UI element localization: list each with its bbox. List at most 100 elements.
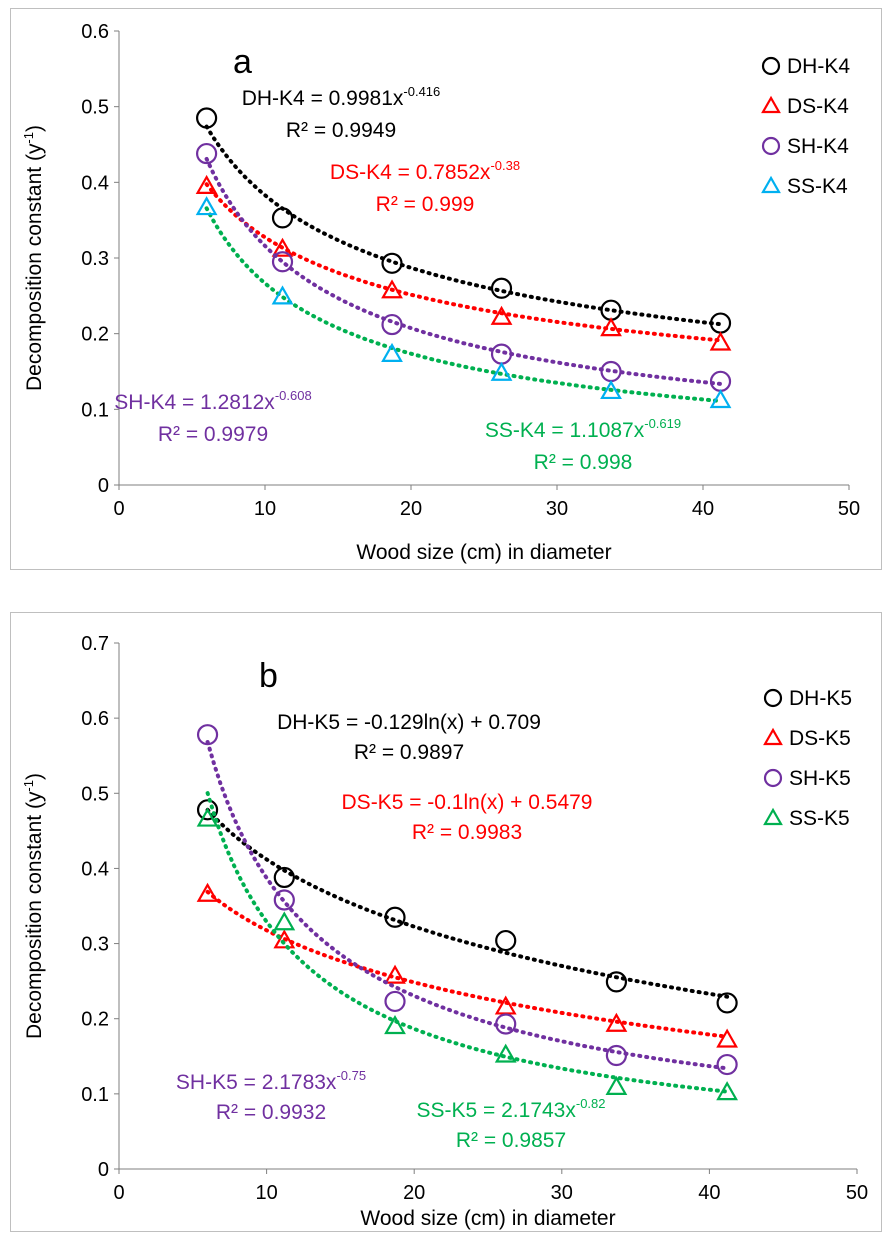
chart-a-point-DH-K4-5 — [600, 299, 622, 321]
chart-b-legend-marker-DH-K5 — [763, 688, 783, 708]
chart-a-equation-SH-K4: SH-K4 = 1.2812x-0.608 — [114, 388, 311, 414]
chart-b-legend-marker-SS-K5 — [763, 807, 783, 826]
chart-b-point-SH-K5-2 — [273, 889, 295, 911]
chart-a-point-DS-K4-5 — [600, 317, 622, 337]
chart-a-equation-exponent-SS-K4: -0.619 — [644, 416, 681, 431]
chart-a-x-tick-label: 30 — [546, 498, 568, 520]
chart-a-x-axis-title: Wood size (cm) in diameter — [356, 541, 611, 564]
chart-a-point-SS-K4-3 — [381, 342, 403, 362]
chart-a-point-SH-K4-5 — [600, 360, 622, 383]
chart-a-point-DH-K4-2 — [271, 207, 294, 229]
chart-b-point-SH-K5-5 — [605, 1044, 628, 1067]
chart-b-equation-DH-K5: DH-K5 = -0.129ln(x) + 0.709 — [277, 711, 541, 734]
chart-a-legend-label-DH-K4: DH-K4 — [787, 55, 850, 78]
chart-a-point-SH-K4-6 — [709, 370, 732, 392]
chart-b-point-DS-K5-5 — [605, 1012, 628, 1032]
chart-b-y-tick-label: 0.6 — [81, 708, 109, 730]
chart-a-r2-DS-K4: R² = 0.999 — [376, 193, 475, 216]
chart-a-y-axis-title-main: Decomposition constant (y — [23, 143, 46, 391]
chart-a-legend-marker-DH-K4 — [761, 56, 781, 76]
chart-a-point-SS-K4-2 — [271, 285, 294, 305]
chart-b-y-tick-label: 0.2 — [81, 1009, 109, 1031]
chart-b-legend-label-DS-K5: DS-K5 — [789, 727, 851, 750]
chart-b-y-axis-title-close: ) — [23, 773, 46, 780]
chart-a-point-SS-K4-4 — [490, 361, 513, 381]
chart-b-x-tick-label: 10 — [255, 1182, 277, 1204]
chart-b-trendline-DS-K5 — [205, 889, 730, 1039]
chart-a-point-SS-K4-5 — [600, 379, 622, 400]
chart-a-point-SS-K4-6 — [709, 389, 732, 409]
chart-b-point-DH-K5-1 — [196, 799, 219, 821]
chart-b-point-SS-K5-3 — [384, 1015, 406, 1035]
chart-b-equation-text-DS-K5: DS-K5 = -0.1ln(x) + 0.5479 — [342, 791, 593, 814]
chart-a-y-axis-title: Decomposition constant (y-1) — [21, 125, 46, 391]
chart-a-legend-label-SH-K4: SH-K4 — [787, 135, 849, 158]
chart-b-trendline-SS-K5 — [205, 791, 730, 1094]
chart-b-point-SH-K5-6 — [716, 1053, 738, 1076]
chart-a-trendline-DS-K4 — [204, 182, 723, 343]
chart-a-legend-label-DS-K4: DS-K4 — [787, 95, 849, 118]
chart-a-point-DH-K4-3 — [381, 252, 403, 274]
chart-b-y-tick-label: 0.7 — [81, 633, 109, 655]
chart-a-point-SH-K4-4 — [490, 343, 513, 365]
chart-b-y-axis-title: Decomposition constant (y-1) — [21, 773, 46, 1039]
chart-b-legend-label-SS-K5: SS-K5 — [789, 807, 850, 830]
chart-b-equation-SS-K5: SS-K5 = 2.1743x-0.82 — [417, 1096, 606, 1122]
chart-b-equation-DS-K5: DS-K5 = -0.1ln(x) + 0.5479 — [342, 791, 593, 814]
chart-b-panel-label: b — [259, 657, 278, 695]
chart-b-point-SS-K5-4 — [494, 1043, 517, 1063]
chart-a-equation-DH-K4: DH-K4 = 0.9981x-0.416 — [242, 84, 441, 110]
chart-b-x-tick-label: 30 — [551, 1182, 573, 1204]
chart-b-y-tick-label: 0.1 — [81, 1084, 109, 1106]
chart-b-point-DH-K5-3 — [384, 906, 406, 928]
chart-b-y-tick-label: 0.5 — [81, 783, 109, 805]
chart-a-trendline-SH-K4 — [204, 156, 723, 386]
chart-a-equation-text-DH-K4: DH-K4 = 0.9981x — [242, 87, 404, 110]
chart-a-point-SH-K4-3 — [381, 313, 403, 336]
chart-a-y-tick-label: 0 — [98, 475, 109, 497]
chart-a-trendline-DH-K4 — [204, 124, 723, 327]
chart-a-legend-marker-SS-K4 — [761, 175, 781, 194]
chart-b-x-tick-label: 50 — [846, 1182, 868, 1204]
chart-a-r2-DH-K4: R² = 0.9949 — [286, 119, 396, 142]
chart-a-point-SS-K4-1 — [195, 196, 218, 216]
chart-b-y-axis-title-sup: -1 — [21, 780, 36, 792]
chart-b-trendline-SH-K5 — [205, 740, 730, 1071]
chart-b-x-tick-label: 40 — [698, 1182, 720, 1204]
chart-b-point-DS-K5-1 — [196, 882, 219, 902]
chart-a-equation-SS-K4: SS-K4 = 1.1087x-0.619 — [485, 416, 681, 442]
chart-a-panel-label: a — [233, 43, 252, 81]
chart-a-equation-text-SS-K4: SS-K4 = 1.1087x — [485, 419, 645, 442]
chart-a-point-DS-K4-4 — [490, 305, 513, 325]
chart-b-point-DH-K5-6 — [716, 992, 738, 1014]
chart-b-point-DH-K5-2 — [273, 866, 295, 889]
chart-b-equation-text-SH-K5: SH-K5 = 2.1783x — [176, 1071, 337, 1094]
chart-a-y-tick-label: 0.3 — [81, 248, 109, 270]
chart-b-x-tick-label: 20 — [403, 1182, 425, 1204]
chart-a-point-DS-K4-2 — [271, 237, 294, 257]
chart-a-r2-SH-K4: R² = 0.9979 — [158, 423, 268, 446]
chart-b-legend-label-SH-K5: SH-K5 — [789, 767, 851, 790]
chart-a-point-DH-K4-1 — [196, 107, 218, 129]
chart-b-equation-text-DH-K5: DH-K5 = -0.129ln(x) + 0.709 — [277, 711, 541, 734]
chart-a-y-tick-label: 0.1 — [81, 399, 109, 421]
chart-b-point-SS-K5-5 — [605, 1075, 628, 1095]
chart-b-equation-text-SS-K5: SS-K5 = 2.1743x — [417, 1099, 577, 1122]
chart-a-point-DS-K4-1 — [195, 174, 218, 194]
chart-b-r2-DS-K5: R² = 0.9983 — [412, 821, 522, 844]
chart-panel-b: 0 0.1 0.2 0.3 0.4 0.5 0.6 0.7 0 10 20 30 40 50 Wood si… — [10, 612, 882, 1232]
chart-b-x-tick-label: 0 — [113, 1182, 124, 1204]
chart-a-y-tick-label: 0.4 — [81, 172, 109, 194]
chart-a-x-tick-label: 0 — [113, 498, 124, 520]
chart-panel-a: 0 0.1 0.2 0.3 0.4 0.5 0.6 0 10 20 30 40 50 Wood size … — [10, 8, 882, 570]
chart-a-x-tick-label: 20 — [400, 498, 422, 520]
chart-b-r2-SS-K5: R² = 0.9857 — [456, 1129, 566, 1152]
chart-b-y-tick-label: 0 — [98, 1159, 109, 1181]
chart-a-legend-label-SS-K4: SS-K4 — [787, 175, 848, 198]
chart-b-point-DS-K5-3 — [384, 964, 406, 984]
chart-a-trendline-SS-K4 — [204, 206, 723, 403]
chart-a-equation-text-SH-K4: SH-K4 = 1.2812x — [114, 391, 275, 414]
chart-a-point-SH-K4-2 — [271, 251, 294, 273]
chart-a-svg: 0 0.1 0.2 0.3 0.4 0.5 0.6 0 10 20 30 40 50 Wood size … — [21, 21, 860, 564]
chart-b-legend-label-DH-K5: DH-K5 — [789, 687, 852, 710]
